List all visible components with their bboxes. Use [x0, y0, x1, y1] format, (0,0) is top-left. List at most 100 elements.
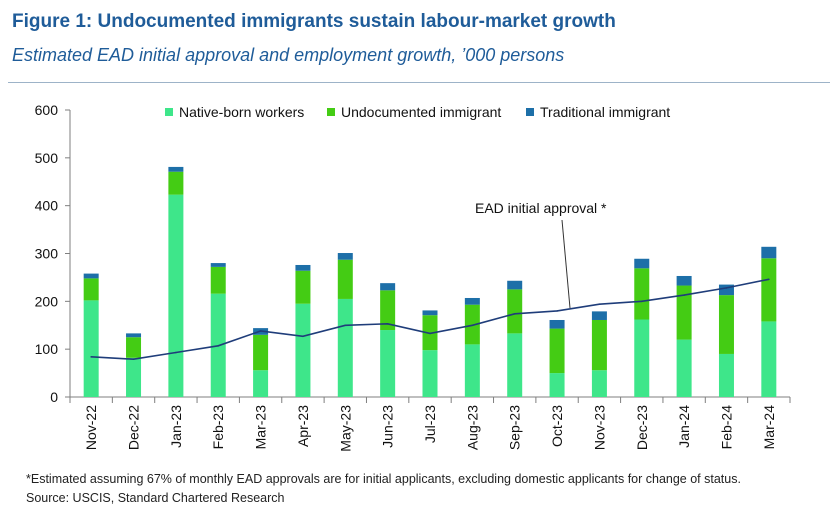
annotation-leader — [561, 219, 571, 309]
ead-line-point — [640, 300, 643, 303]
bar-segment-native — [295, 303, 311, 397]
y-tick-label: 600 — [35, 102, 59, 118]
bar-segment-native — [253, 370, 269, 397]
chart-legend: Native-born workers Undocumented immigran… — [165, 104, 670, 120]
bar-segment-undocumented — [380, 290, 396, 331]
bar-segment-undocumented — [83, 278, 99, 301]
bar-segment-native — [337, 298, 353, 397]
bar-segment-traditional — [634, 258, 650, 269]
y-tick-label: 300 — [35, 246, 59, 262]
ead-line-point — [683, 294, 685, 296]
ead-line-point — [259, 330, 262, 332]
x-tick-label: May-23 — [337, 405, 353, 452]
bar-segment-traditional — [83, 273, 99, 279]
bar-segment-traditional — [464, 297, 480, 305]
legend-swatch — [327, 108, 335, 116]
line-annotation: EAD initial approval * — [475, 200, 607, 309]
bar-segment-traditional — [718, 284, 734, 296]
x-tick-label: Mar-23 — [253, 405, 269, 450]
bar-segment-traditional — [126, 333, 142, 338]
ead-line-point — [90, 356, 92, 358]
bar-segment-undocumented — [549, 328, 565, 374]
bar-segment-undocumented — [253, 334, 269, 371]
x-tick-label: Jan-24 — [676, 405, 692, 448]
stacked-bar-chart: 0 100 200 300 400 500 600 Nov-22 Dec-22 Jan-23 Feb… — [35, 102, 791, 452]
x-tick-label: Sep-23 — [507, 405, 523, 450]
bar-segment-undocumented — [591, 319, 607, 371]
legend-swatch — [526, 108, 534, 116]
bar-segment-traditional — [591, 311, 607, 320]
y-tick-label: 400 — [35, 198, 59, 214]
x-tick-label: Feb-23 — [210, 405, 226, 450]
chart-subtitle: Estimated EAD initial approval and emplo… — [12, 45, 565, 65]
bar-segment-native — [168, 194, 184, 397]
bar-segment-undocumented — [676, 285, 692, 340]
chart-bars — [83, 166, 777, 397]
bar-segment-undocumented — [126, 337, 142, 358]
x-tick-label: Apr-23 — [295, 405, 311, 447]
ead-line-point — [725, 287, 728, 289]
ead-line-label: EAD initial approval * — [475, 200, 607, 216]
ead-line-point — [132, 358, 135, 361]
x-tick-label: Aug-23 — [464, 405, 480, 450]
y-tick-label: 0 — [50, 389, 58, 405]
ead-line-point — [768, 278, 770, 281]
chart-axes: 0 100 200 300 400 500 600 Nov-22 Dec-22 Jan-23 Feb… — [35, 102, 791, 452]
bar-segment-undocumented — [761, 258, 777, 322]
legend-label: Traditional immigrant — [540, 104, 670, 120]
ead-line-point — [344, 324, 347, 327]
footnote: *Estimated assuming 67% of monthly EAD a… — [26, 472, 741, 486]
bar-segment-traditional — [761, 246, 777, 259]
x-tick-label: Dec-23 — [634, 405, 650, 450]
bar-segment-native — [718, 353, 734, 397]
y-tick-label: 200 — [35, 293, 59, 309]
ead-line-point — [175, 351, 177, 354]
ead-line-point — [471, 324, 474, 327]
bar-segment-undocumented — [295, 270, 311, 304]
bar-segment-traditional — [380, 283, 396, 291]
bar-segment-undocumented — [634, 268, 650, 320]
ead-line-point — [598, 303, 601, 306]
ead-line-layer — [90, 278, 770, 361]
bar-segment-native — [676, 339, 692, 397]
x-tick-label: Jun-23 — [380, 405, 396, 448]
bar-segment-native — [126, 357, 142, 397]
ead-line-point — [513, 312, 516, 315]
bar-segment-native — [380, 330, 396, 397]
bar-segment-undocumented — [718, 295, 734, 354]
legend-swatch — [165, 108, 173, 116]
bar-segment-undocumented — [210, 266, 226, 294]
bar-segment-traditional — [549, 319, 565, 329]
bar-segment-traditional — [507, 280, 523, 290]
x-tick-label: Feb-24 — [718, 405, 734, 450]
bar-segment-undocumented — [507, 289, 523, 334]
bar-segment-native — [83, 300, 99, 397]
x-tick-label: Oct-23 — [549, 405, 565, 447]
bar-segment-native — [634, 319, 650, 397]
bar-segment-native — [761, 321, 777, 397]
x-tick-label: Dec-22 — [126, 405, 142, 450]
legend-label: Native-born workers — [179, 104, 304, 120]
ead-line-point — [302, 335, 304, 338]
ead-line-point — [217, 345, 220, 347]
y-tick-label: 100 — [35, 341, 59, 357]
x-tick-label: Nov-23 — [591, 405, 607, 450]
bar-segment-traditional — [422, 310, 438, 316]
ead-line-point — [429, 332, 431, 335]
bar-segment-traditional — [210, 263, 226, 267]
bar-segment-traditional — [337, 253, 353, 260]
legend-label: Undocumented immigrant — [341, 104, 501, 120]
chart-title: Figure 1: Undocumented immigrants sustai… — [12, 11, 616, 32]
x-tick-label: Jan-23 — [168, 405, 184, 448]
x-tick-label: Mar-24 — [761, 405, 777, 450]
bar-segment-traditional — [676, 275, 692, 286]
ead-line-point — [386, 323, 389, 325]
ead-line-point — [556, 310, 558, 312]
bar-segment-undocumented — [168, 171, 184, 195]
bar-segment-traditional — [295, 264, 311, 271]
title-divider — [8, 82, 830, 83]
source-note: Source: USCIS, Standard Chartered Resear… — [26, 491, 285, 505]
bar-segment-native — [422, 350, 438, 397]
bar-segment-traditional — [168, 166, 184, 172]
y-tick-label: 500 — [35, 150, 59, 166]
